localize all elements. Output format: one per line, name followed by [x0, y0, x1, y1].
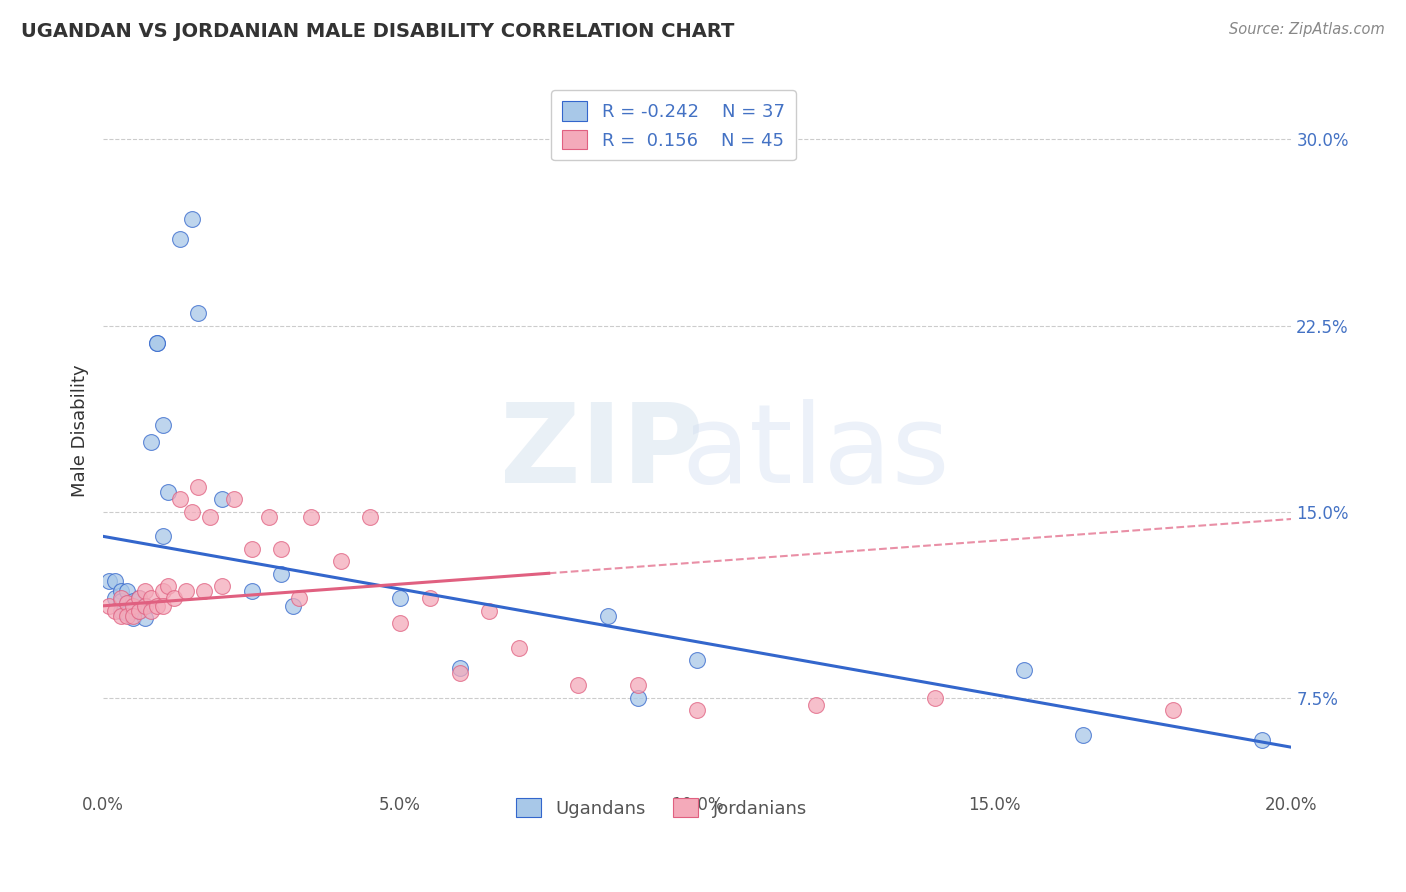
- Point: [1250, 732, 1272, 747]
- Point: [449, 665, 471, 680]
- Point: [104, 604, 127, 618]
- Point: [924, 690, 946, 705]
- Point: [98, 599, 121, 613]
- Point: [163, 591, 186, 606]
- Legend: Ugandans, Jordanians: Ugandans, Jordanians: [509, 790, 814, 825]
- Point: [128, 591, 150, 606]
- Point: [121, 599, 143, 613]
- Point: [359, 509, 381, 524]
- Point: [270, 566, 292, 581]
- Point: [508, 640, 530, 655]
- Point: [110, 583, 132, 598]
- Point: [115, 583, 138, 598]
- Point: [181, 211, 204, 226]
- Point: [145, 335, 167, 350]
- Point: [478, 604, 501, 618]
- Point: [152, 583, 174, 598]
- Point: [115, 608, 138, 623]
- Text: atlas: atlas: [682, 399, 950, 506]
- Point: [329, 554, 352, 568]
- Point: [115, 607, 138, 621]
- Text: ZIP: ZIP: [501, 399, 704, 506]
- Point: [240, 583, 263, 598]
- Point: [299, 509, 322, 524]
- Point: [283, 599, 305, 613]
- Point: [110, 591, 132, 606]
- Text: Source: ZipAtlas.com: Source: ZipAtlas.com: [1229, 22, 1385, 37]
- Point: [157, 579, 180, 593]
- Point: [198, 509, 221, 524]
- Point: [1161, 703, 1184, 717]
- Point: [449, 661, 471, 675]
- Point: [152, 599, 174, 613]
- Point: [1073, 728, 1095, 742]
- Point: [686, 653, 709, 667]
- Point: [193, 583, 215, 598]
- Point: [157, 484, 180, 499]
- Point: [169, 492, 191, 507]
- Point: [145, 335, 167, 350]
- Point: [121, 611, 143, 625]
- Point: [115, 596, 138, 610]
- Point: [598, 608, 620, 623]
- Point: [134, 599, 156, 613]
- Point: [176, 583, 198, 598]
- Point: [152, 417, 174, 432]
- Point: [187, 480, 209, 494]
- Point: [134, 583, 156, 598]
- Point: [134, 611, 156, 625]
- Point: [139, 604, 162, 618]
- Point: [627, 690, 650, 705]
- Point: [121, 594, 143, 608]
- Point: [686, 703, 709, 717]
- Point: [187, 306, 209, 320]
- Point: [104, 591, 127, 606]
- Point: [145, 599, 167, 613]
- Point: [121, 604, 143, 618]
- Point: [1012, 663, 1035, 677]
- Point: [288, 591, 311, 606]
- Point: [627, 678, 650, 692]
- Point: [389, 616, 412, 631]
- Point: [804, 698, 827, 712]
- Point: [110, 604, 132, 618]
- Point: [389, 591, 412, 606]
- Text: UGANDAN VS JORDANIAN MALE DISABILITY CORRELATION CHART: UGANDAN VS JORDANIAN MALE DISABILITY COR…: [21, 22, 734, 41]
- Point: [128, 604, 150, 618]
- Point: [110, 608, 132, 623]
- Point: [240, 541, 263, 556]
- Point: [134, 599, 156, 613]
- Point: [259, 509, 281, 524]
- Y-axis label: Male Disability: Male Disability: [72, 365, 89, 497]
- Point: [110, 594, 132, 608]
- Point: [128, 591, 150, 606]
- Point: [139, 591, 162, 606]
- Point: [181, 504, 204, 518]
- Point: [419, 591, 441, 606]
- Point: [270, 541, 292, 556]
- Point: [115, 596, 138, 610]
- Point: [104, 574, 127, 588]
- Point: [211, 579, 233, 593]
- Point: [211, 492, 233, 507]
- Point: [152, 529, 174, 543]
- Point: [128, 604, 150, 618]
- Point: [98, 574, 121, 588]
- Point: [139, 435, 162, 450]
- Point: [567, 678, 589, 692]
- Point: [169, 232, 191, 246]
- Point: [222, 492, 245, 507]
- Point: [121, 608, 143, 623]
